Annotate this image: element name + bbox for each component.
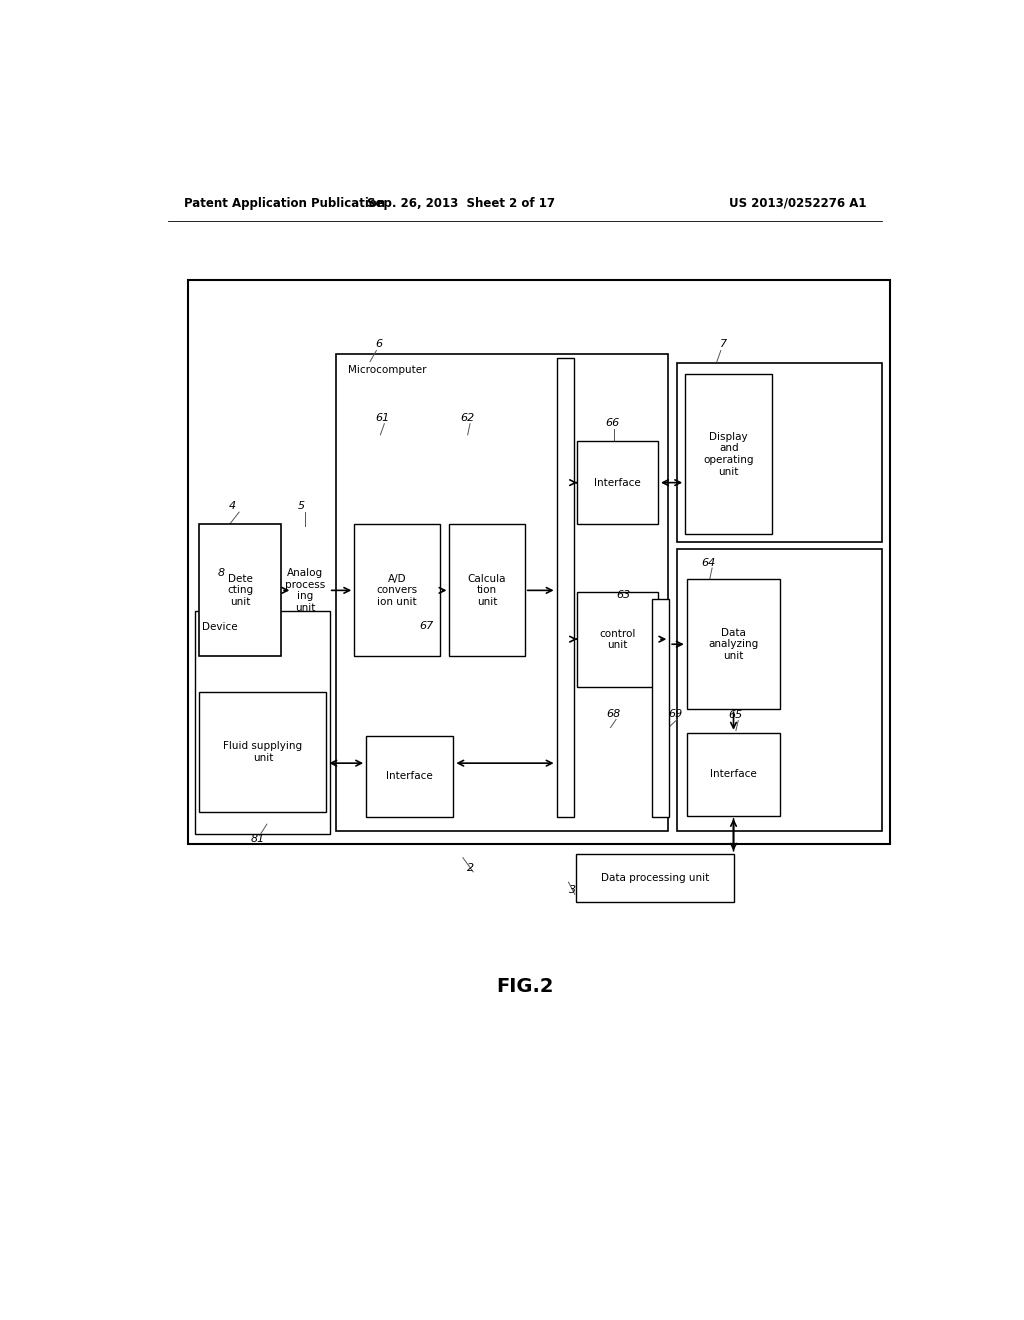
Bar	[354, 524, 440, 656]
Text: 69: 69	[669, 709, 683, 719]
Text: 5: 5	[297, 502, 304, 511]
Bar	[687, 733, 780, 816]
Text: 64: 64	[701, 558, 716, 568]
Text: Interface: Interface	[594, 478, 641, 487]
Text: 81: 81	[250, 834, 264, 845]
Bar	[336, 354, 668, 832]
Text: Data
analyzing
unit: Data analyzing unit	[709, 627, 759, 661]
Text: 4: 4	[229, 502, 237, 511]
Text: control
unit: control unit	[599, 628, 636, 651]
Text: Analog
process
ing
unit: Analog process ing unit	[285, 568, 325, 612]
Text: Dete
cting
unit: Dete cting unit	[227, 574, 253, 607]
Bar	[557, 358, 574, 817]
Text: Interface: Interface	[386, 771, 433, 781]
Text: Sep. 26, 2013  Sheet 2 of 17: Sep. 26, 2013 Sheet 2 of 17	[368, 197, 555, 210]
Text: A/D
convers
ion unit: A/D convers ion unit	[377, 574, 418, 607]
Text: Microcomputer: Microcomputer	[348, 364, 426, 375]
Bar	[187, 280, 890, 845]
Text: 6: 6	[375, 339, 382, 350]
Bar	[578, 441, 658, 524]
Text: 66: 66	[605, 417, 620, 428]
Text: 62: 62	[461, 413, 475, 422]
Text: Display
and
operating
unit: Display and operating unit	[703, 432, 754, 477]
Bar	[367, 735, 454, 817]
Bar	[578, 593, 658, 686]
Text: FIG.2: FIG.2	[496, 977, 554, 997]
Bar	[450, 524, 524, 656]
Text: 68: 68	[606, 709, 621, 719]
Bar	[677, 549, 882, 832]
Bar	[196, 611, 331, 834]
Text: 65: 65	[729, 710, 743, 721]
Bar	[575, 854, 734, 903]
Bar	[200, 524, 282, 656]
Text: 63: 63	[616, 590, 631, 601]
Bar	[685, 374, 772, 535]
Bar	[677, 363, 882, 541]
Text: Patent Application Publication: Patent Application Publication	[183, 197, 385, 210]
Text: Fluid supplying
unit: Fluid supplying unit	[223, 741, 302, 763]
Text: 7: 7	[720, 339, 727, 350]
Text: US 2013/0252276 A1: US 2013/0252276 A1	[728, 197, 866, 210]
Text: Calcula
tion
unit: Calcula tion unit	[468, 574, 506, 607]
Bar	[687, 579, 780, 709]
Text: 61: 61	[375, 413, 389, 422]
Bar	[200, 692, 327, 812]
Text: 8: 8	[218, 568, 225, 578]
Bar	[652, 598, 670, 817]
Text: 3: 3	[569, 886, 575, 895]
Text: 67: 67	[419, 620, 433, 631]
Text: Device: Device	[202, 622, 238, 632]
Text: Interface: Interface	[710, 770, 757, 779]
Text: 2: 2	[467, 863, 474, 873]
Text: Data processing unit: Data processing unit	[601, 873, 709, 883]
